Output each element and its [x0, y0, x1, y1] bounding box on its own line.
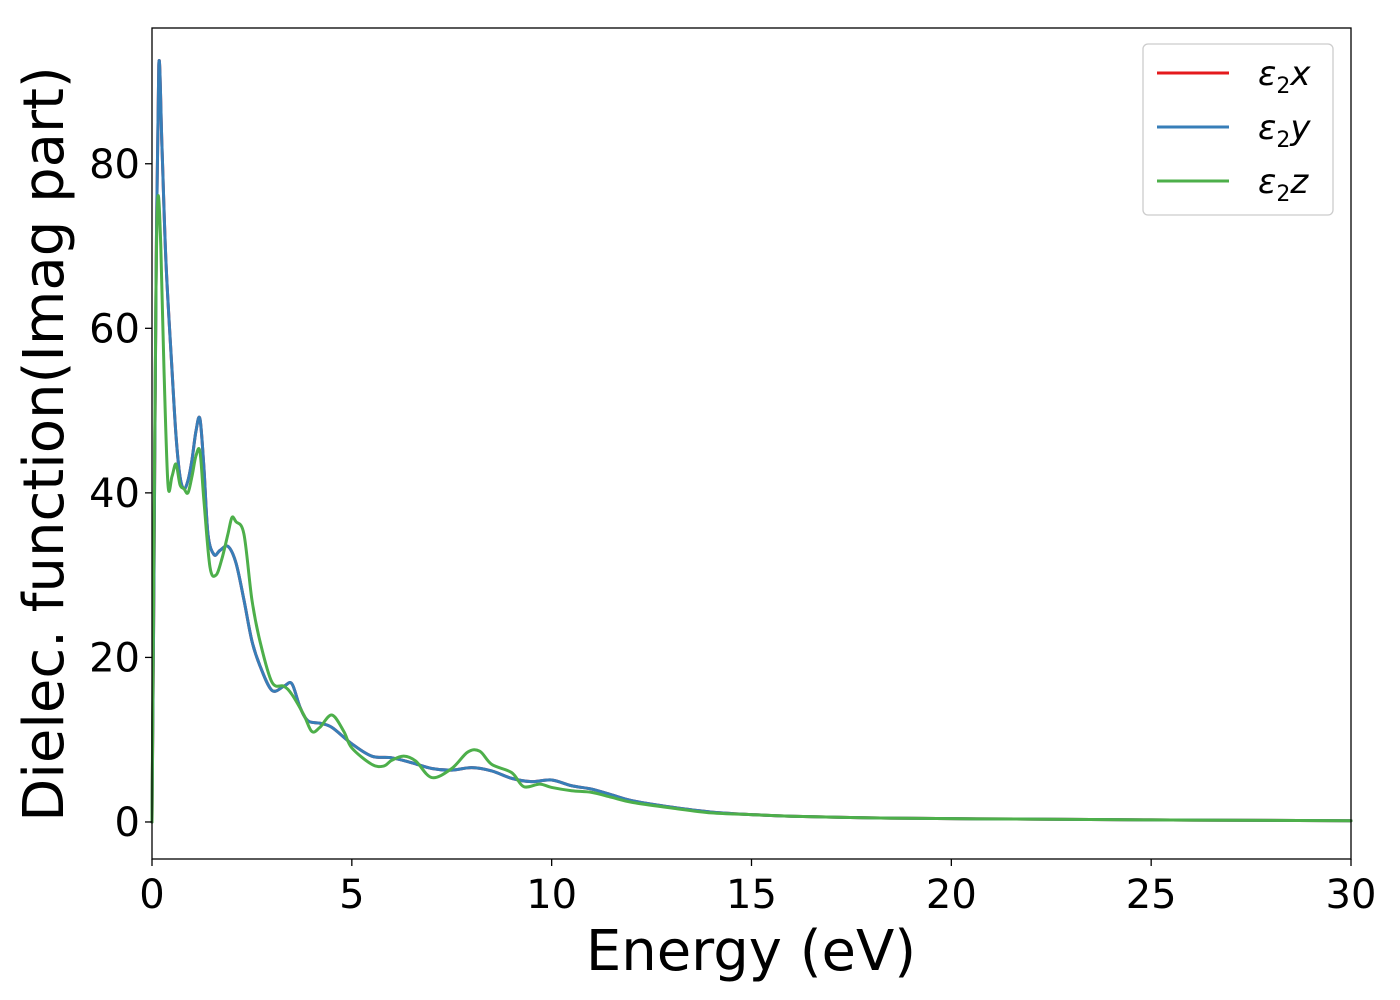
x-axis: 0 5 10 15 20 25 30	[139, 859, 1376, 918]
y-tick-label: 0	[115, 800, 140, 846]
y-tick-label: 80	[89, 142, 140, 188]
series-line-z	[150, 194, 1353, 824]
x-tick-label: 25	[1126, 872, 1177, 918]
x-tick-label: 0	[139, 872, 164, 918]
y-tick-label: 20	[89, 635, 140, 681]
y-tick-label: 40	[89, 471, 140, 517]
x-tick-label: 20	[926, 872, 977, 918]
y-axis: 0 20 40 60 80	[89, 142, 152, 846]
plot-lines	[150, 59, 1353, 824]
legend-label-x: ε2x	[1258, 54, 1311, 99]
legend-label-y: ε2y	[1258, 108, 1311, 153]
x-tick-label: 30	[1326, 872, 1377, 918]
y-tick-label: 60	[89, 306, 140, 352]
x-tick-label: 10	[526, 872, 577, 918]
legend-label-z: ε2z	[1258, 162, 1309, 207]
legend-box	[1142, 43, 1334, 216]
legend: ε2x ε2y ε2z	[1142, 43, 1334, 216]
x-tick-label: 15	[726, 872, 777, 918]
y-axis-label: Dielec. function(Imag part)	[12, 66, 77, 822]
x-tick-label: 5	[339, 872, 364, 918]
x-axis-label: Energy (eV)	[586, 919, 916, 984]
